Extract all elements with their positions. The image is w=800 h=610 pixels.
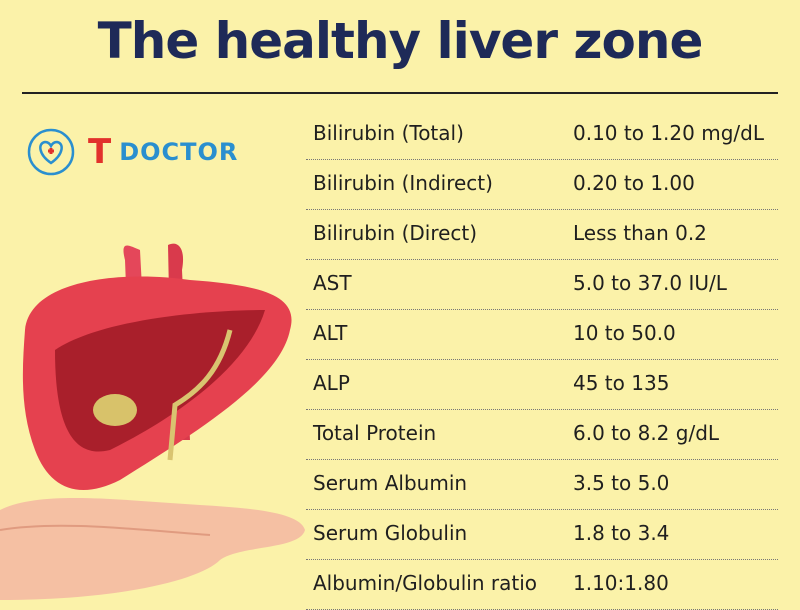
test-name: Serum Albumin <box>313 471 468 495</box>
test-range: 0.10 to 1.20 mg/dL <box>573 121 764 145</box>
logo-name: DOCTOR <box>119 138 239 166</box>
test-name: ALT <box>313 321 348 345</box>
test-range: Less than 0.2 <box>573 221 707 245</box>
table-row: AST 5.0 to 37.0 IU/L <box>306 260 778 310</box>
test-range: 1.8 to 3.4 <box>573 521 670 545</box>
test-name: Bilirubin (Direct) <box>313 221 478 245</box>
test-range: 10 to 50.0 <box>573 321 676 345</box>
test-name: Serum Globulin <box>313 521 468 545</box>
table-row: Serum Albumin 3.5 to 5.0 <box>306 460 778 510</box>
logo: T DOCTOR <box>26 124 238 180</box>
table-row: Bilirubin (Indirect) 0.20 to 1.00 <box>306 160 778 210</box>
logo-icon <box>27 128 75 176</box>
test-range: 3.5 to 5.0 <box>573 471 670 495</box>
liver-illustration <box>0 243 305 600</box>
test-range: 0.20 to 1.00 <box>573 171 695 195</box>
table-row: ALT 10 to 50.0 <box>306 310 778 360</box>
test-range: 6.0 to 8.2 g/dL <box>573 421 720 445</box>
test-range: 5.0 to 37.0 IU/L <box>573 271 727 295</box>
table-row: Bilirubin (Direct) Less than 0.2 <box>306 210 778 260</box>
table-row: Albumin/Globulin ratio 1.10:1.80 <box>306 560 778 610</box>
test-name: Bilirubin (Total) <box>313 121 464 145</box>
test-range: 45 to 135 <box>573 371 670 395</box>
table-row: Bilirubin (Total) 0.10 to 1.20 mg/dL <box>306 110 778 160</box>
table-row: Serum Globulin 1.8 to 3.4 <box>306 510 778 560</box>
table-row: ALP 45 to 135 <box>306 360 778 410</box>
test-name: Albumin/Globulin ratio <box>313 571 537 595</box>
logo-letter: T <box>88 132 112 172</box>
table-row: Total Protein 6.0 to 8.2 g/dL <box>306 410 778 460</box>
title: The healthy liver zone <box>97 12 704 70</box>
test-range: 1.10:1.80 <box>573 571 669 595</box>
test-name: Total Protein <box>313 421 437 445</box>
test-name: AST <box>313 271 352 295</box>
title-rule <box>22 92 778 94</box>
test-name: ALP <box>313 371 350 395</box>
reference-table: Bilirubin (Total) 0.10 to 1.20 mg/dL Bilir… <box>306 110 778 610</box>
test-name: Bilirubin (Indirect) <box>313 171 493 195</box>
